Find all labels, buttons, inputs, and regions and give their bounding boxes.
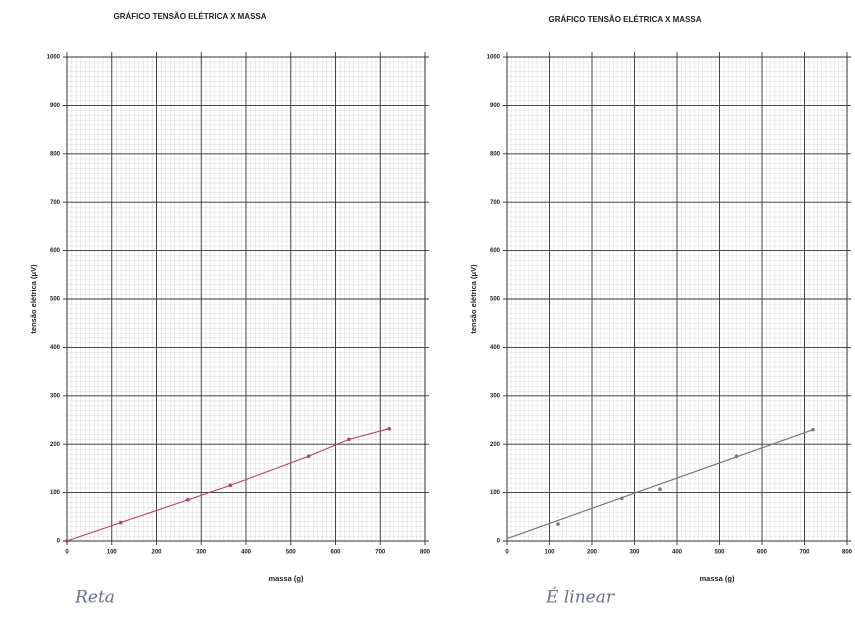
y-tick-label: 900 xyxy=(50,103,61,109)
x-tick-label: 500 xyxy=(714,550,725,556)
data-point xyxy=(658,487,662,492)
chart: 0 100 200 300 400 500 600 700 800 0 100 200 300 400 50… xyxy=(29,12,431,607)
y-tick-label: 600 xyxy=(50,248,61,254)
data-point xyxy=(556,522,560,526)
annotation: É linear xyxy=(545,587,615,608)
y-tick-label: 400 xyxy=(490,345,501,351)
y-tick-label: 200 xyxy=(490,442,501,448)
x-tick-label: 500 xyxy=(286,550,297,556)
y-tick-label: 0 xyxy=(497,539,501,545)
chart-title: GRÁFICO TENSÃO ELÉTRICA X MASSA xyxy=(548,15,701,24)
y-tick-label: 400 xyxy=(50,345,61,351)
data-point xyxy=(118,520,123,525)
trendline xyxy=(506,429,814,540)
data-point xyxy=(734,454,739,459)
data-point xyxy=(228,483,233,488)
data-point xyxy=(347,437,351,442)
data-point xyxy=(306,454,311,459)
x-tick-label: 200 xyxy=(587,550,598,556)
y-tick-label: 500 xyxy=(50,297,61,303)
x-tick-label: 0 xyxy=(65,550,69,556)
y-tick-label: 300 xyxy=(490,393,501,399)
y-tick-label: 0 xyxy=(57,539,61,545)
x-tick-label: 400 xyxy=(241,550,252,556)
data-point xyxy=(186,498,190,502)
y-tick-label: 1000 xyxy=(47,55,61,61)
y-tick-label: 700 xyxy=(490,200,501,206)
y-tick-label: 900 xyxy=(490,103,501,109)
data-point xyxy=(811,427,815,432)
x-tick-label: 100 xyxy=(544,550,555,556)
x-tick-label: 700 xyxy=(799,550,810,556)
x-axis-label: massa (g) xyxy=(699,574,735,583)
y-tick-label: 600 xyxy=(490,248,501,254)
y-axis-label: tensão elétrica (μV) xyxy=(469,264,478,334)
x-tick-label: 600 xyxy=(330,550,341,556)
chart: 0 100 200 300 400 500 600 700 800 0 100 200 300 400 50… xyxy=(469,15,853,607)
y-tick-label: 100 xyxy=(50,490,61,496)
x-tick-label: 800 xyxy=(420,550,431,556)
x-tick-label: 700 xyxy=(375,550,386,556)
y-tick-label: 800 xyxy=(50,151,61,157)
annotation: Reta xyxy=(74,588,115,608)
y-tick-label: 700 xyxy=(50,200,61,206)
y-tick-label: 1000 xyxy=(487,55,501,61)
y-tick-label: 800 xyxy=(490,151,501,157)
data-point xyxy=(387,426,392,431)
y-tick-label: 100 xyxy=(490,490,501,496)
x-axis-label: massa (g) xyxy=(268,574,304,583)
y-tick-label: 300 xyxy=(50,393,61,399)
x-tick-label: 0 xyxy=(505,550,509,556)
x-tick-label: 600 xyxy=(757,550,768,556)
y-tick-label: 500 xyxy=(490,297,501,303)
data-point xyxy=(65,539,69,543)
x-tick-label: 300 xyxy=(629,550,640,556)
x-tick-label: 100 xyxy=(107,550,118,556)
y-tick-label: 200 xyxy=(50,442,61,448)
x-tick-label: 800 xyxy=(842,550,853,556)
y-axis-label: tensão elétrica (μV) xyxy=(29,264,38,334)
x-tick-label: 300 xyxy=(196,550,207,556)
data-point xyxy=(619,496,624,501)
x-tick-label: 400 xyxy=(672,550,683,556)
chart-title: GRÁFICO TENSÃO ELÉTRICA X MASSA xyxy=(113,12,266,21)
x-tick-label: 200 xyxy=(151,550,162,556)
